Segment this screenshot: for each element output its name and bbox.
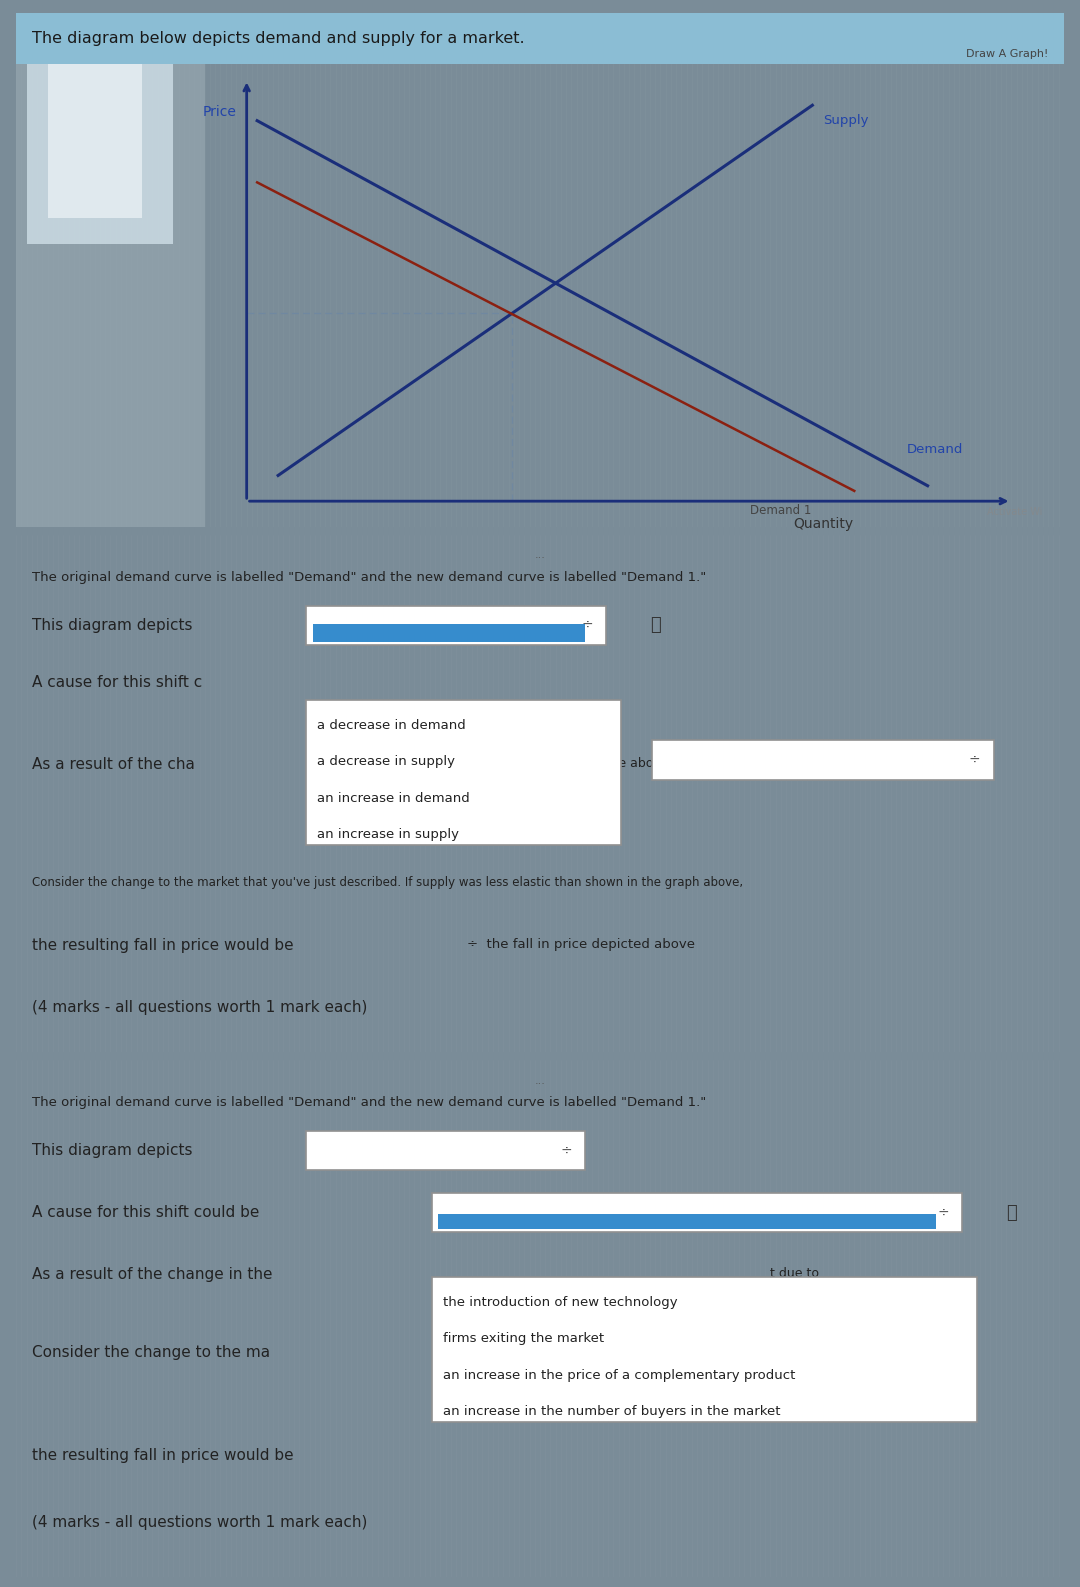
Text: This diagram depicts: This diagram depicts xyxy=(32,617,192,633)
Text: Consider the change to the market that you've just described. If supply was less: Consider the change to the market that y… xyxy=(32,876,743,889)
Text: As a result of the cha: As a result of the cha xyxy=(32,757,194,773)
FancyBboxPatch shape xyxy=(307,1132,585,1170)
Text: ÷: ÷ xyxy=(581,619,593,632)
Text: an increase in the number of buyers in the market: an increase in the number of buyers in t… xyxy=(443,1404,780,1417)
Text: ÷  the fall in price depicted above: ÷ the fall in price depicted above xyxy=(467,1392,680,1404)
Text: n shown in the graph ab: n shown in the graph ab xyxy=(760,1344,913,1357)
Text: ⤷: ⤷ xyxy=(650,616,661,635)
Text: The original demand curve is labelled "Demand" and the new demand curve is label: The original demand curve is labelled "D… xyxy=(32,1097,706,1109)
Text: As a result of the change in the: As a result of the change in the xyxy=(32,1266,272,1282)
Bar xyxy=(16,13,205,527)
Text: ÷: ÷ xyxy=(969,752,981,767)
Text: firms exiting the market: firms exiting the market xyxy=(443,1333,604,1346)
Text: a new equilibrium price has come about due to: a new equilibrium price has come about d… xyxy=(415,757,711,770)
Text: an increase in supply: an increase in supply xyxy=(316,828,459,841)
Text: the resulting fall in price would be: the resulting fall in price would be xyxy=(32,938,294,954)
Text: A cause for this shift c: A cause for this shift c xyxy=(32,674,202,689)
Bar xyxy=(307,700,621,846)
Text: Draw A Graph!: Draw A Graph! xyxy=(966,49,1048,59)
Text: an increase in demand: an increase in demand xyxy=(316,792,470,805)
Text: ...: ... xyxy=(535,1076,545,1086)
Text: The diagram below depicts demand and supply for a market.: The diagram below depicts demand and sup… xyxy=(32,30,525,46)
Text: ⤷: ⤷ xyxy=(1007,1203,1016,1222)
Text: (4 marks - all questions worth 1 mark each): (4 marks - all questions worth 1 mark ea… xyxy=(32,1516,367,1530)
Text: an increase in the price of a complementary product: an increase in the price of a complement… xyxy=(443,1368,795,1382)
Text: Activate Wi: Activate Wi xyxy=(987,506,1043,517)
Text: the introduction of new technology: the introduction of new technology xyxy=(443,1297,677,1309)
Bar xyxy=(438,1214,936,1230)
Text: Demand 1: Demand 1 xyxy=(750,503,811,517)
Text: a decrease in demand: a decrease in demand xyxy=(316,719,465,732)
Text: the resulting fall in price would be: the resulting fall in price would be xyxy=(32,1447,294,1463)
Text: a decrease in supply: a decrease in supply xyxy=(316,755,455,768)
Text: ÷: ÷ xyxy=(937,1206,949,1220)
Bar xyxy=(16,13,1064,63)
Text: Consider the change to the ma: Consider the change to the ma xyxy=(32,1344,270,1360)
Text: (4 marks - all questions worth 1 mark each): (4 marks - all questions worth 1 mark ea… xyxy=(32,1000,367,1016)
Text: t due to: t due to xyxy=(770,1266,820,1281)
Text: A cause for this shift could be: A cause for this shift could be xyxy=(32,1205,259,1220)
Bar xyxy=(313,624,585,641)
Text: This diagram depicts: This diagram depicts xyxy=(32,1143,192,1159)
Text: The original demand curve is labelled "Demand" and the new demand curve is label: The original demand curve is labelled "D… xyxy=(32,571,706,584)
Text: Quantity: Quantity xyxy=(793,517,853,530)
Bar xyxy=(48,49,141,219)
FancyBboxPatch shape xyxy=(652,740,994,779)
Text: ...: ... xyxy=(535,551,545,560)
Bar xyxy=(27,29,173,244)
Text: ÷: ÷ xyxy=(561,1144,572,1157)
Text: Supply: Supply xyxy=(823,114,868,127)
Text: ÷  the fall in price depicted above: ÷ the fall in price depicted above xyxy=(467,938,694,951)
Bar xyxy=(432,1278,976,1422)
Text: Demand: Demand xyxy=(907,443,963,455)
FancyBboxPatch shape xyxy=(432,1193,962,1233)
FancyBboxPatch shape xyxy=(307,606,606,644)
Text: Price: Price xyxy=(202,105,237,119)
